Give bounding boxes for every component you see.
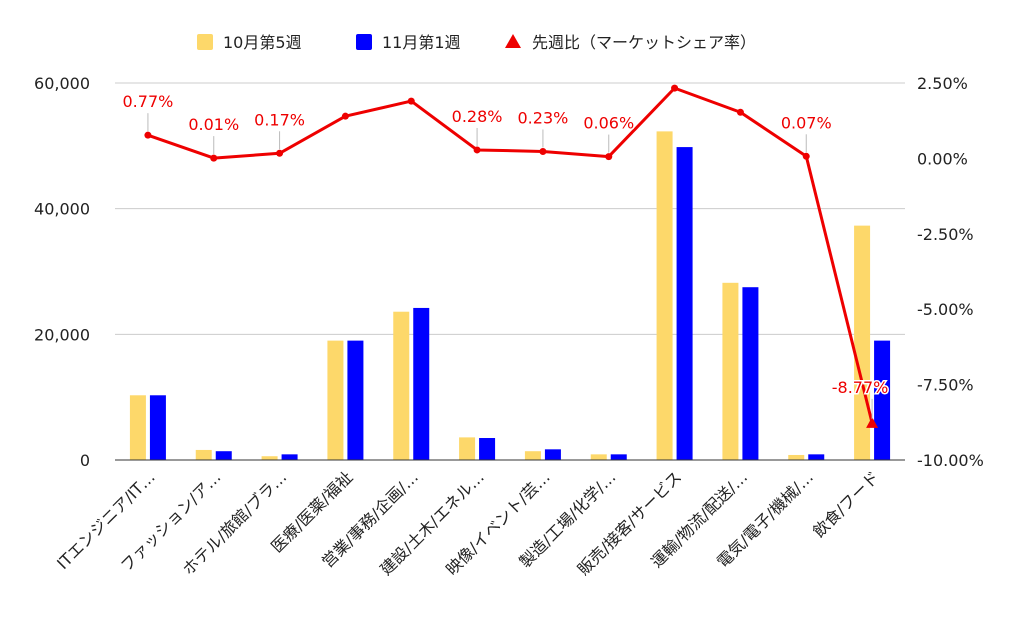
bar-10月第5週-販売/接客/サービス [656, 131, 673, 461]
bar-11月第1週-製造/工場/化学/… [610, 454, 627, 460]
y-left-tick-label: 40,000 [34, 200, 90, 219]
y-right-tick-label: 0.00% [917, 149, 968, 168]
line-point-marker [407, 97, 415, 105]
legend-label-11月第1週: 11月第1週 [382, 33, 461, 52]
line-point-marker [276, 149, 284, 157]
bar-10月第5週-ホテル/旅館/ブラ… [261, 456, 278, 460]
bar-11月第1週-ファッション/ア… [215, 451, 232, 460]
bar-10月第5週-運輸/物流/配送/… [722, 282, 739, 460]
y-right-tick-label: -5.00% [917, 300, 974, 319]
legend-label-10月第5週: 10月第5週 [223, 33, 302, 52]
line-data-label: 0.77% [123, 92, 174, 111]
x-axis: ITエンジニア/IT…ファッション/ア…ホテル/旅館/ブラ…医療/医薬/福祉営業… [53, 459, 905, 579]
bar-10月第5週-飲食/フード [854, 225, 871, 460]
chart-legend: 10月第5週 11月第1週 先週比（マーケットシェア率） [197, 33, 756, 52]
y-right-tick-label: -10.00% [917, 451, 984, 470]
bar-11月第1週-医療/医薬/福祉 [347, 340, 364, 460]
line-path [147, 86, 874, 424]
line-data-label: 0.01% [188, 115, 239, 134]
y-left-tick-label: 0 [80, 451, 90, 470]
y-left-tick-label: 60,000 [34, 74, 90, 93]
bar-11月第1週-電気/電子/機械/… [808, 454, 825, 460]
bar-10月第5週-建設/土木/エネル… [459, 437, 476, 460]
line-point-marker [736, 108, 744, 116]
line-point-marker [866, 416, 879, 428]
gridlines [115, 82, 905, 335]
x-tick-label: 飲食/フード [809, 467, 883, 541]
y-right-tick-label: -7.50% [917, 376, 974, 395]
line-data-label: 0.28% [452, 107, 503, 126]
bar-10月第5週-映像/イベント/芸… [524, 451, 541, 460]
bar-11月第1週-ITエンジニア/IT… [149, 395, 166, 460]
bar-11月第1週-飲食/フード [874, 340, 891, 460]
legend-swatch-11月第1週 [356, 34, 372, 50]
line-point-marker [144, 131, 152, 139]
bar-11月第1週-営業/事務/企画/… [413, 307, 430, 460]
bar-10月第5週-電気/電子/機械/… [788, 454, 805, 460]
line-point-marker [802, 152, 810, 160]
line-data-label: 0.06% [583, 114, 634, 133]
bar-11月第1週-運輸/物流/配送/… [742, 287, 759, 460]
y-right-tick-label: -2.50% [917, 225, 974, 244]
y-left-tick-label: 20,000 [34, 325, 90, 344]
line-data-label: -8.77% [832, 378, 889, 397]
bar-10月第5週-ITエンジニア/IT… [129, 395, 146, 460]
line-data-label: 0.23% [518, 108, 569, 127]
bar-10月第5週-医療/医薬/福祉 [327, 340, 344, 460]
bar-10月第5週-ファッション/ア… [195, 449, 212, 460]
bar-11月第1週-映像/イベント/芸… [544, 449, 561, 460]
line-series: 0.77% 0.01% 0.17% 0.28% 0.23% 0.06% 0.07% -8.77… [121, 84, 890, 428]
line-point-marker [605, 153, 613, 161]
bar-11月第1週-ホテル/旅館/ブラ… [281, 454, 298, 460]
bar-11月第1週-建設/土木/エネル… [479, 438, 496, 460]
legend-swatch-10月第5週 [197, 34, 213, 50]
line-point-marker [473, 146, 481, 154]
line-data-label: 0.17% [254, 110, 305, 129]
y-right-tick-label: 2.50% [917, 74, 968, 93]
line-point-marker [341, 112, 349, 120]
line-data-label: 0.07% [781, 113, 832, 132]
bar-10月第5週-製造/工場/化学/… [590, 454, 607, 460]
legend-marker-triangle-icon [505, 34, 521, 48]
line-point-marker [210, 154, 218, 162]
y-axis-left: 0 20,000 40,000 60,000 [34, 74, 90, 470]
y-axis-right: 2.50% 0.00% -2.50% -5.00% -7.50% -10.00% [917, 74, 984, 470]
line-point-marker [539, 147, 547, 155]
legend-label-先週比: 先週比（マーケットシェア率） [532, 33, 756, 52]
bar-series [129, 131, 891, 461]
line-point-marker [671, 84, 679, 92]
bar-11月第1週-販売/接客/サービス [676, 147, 693, 460]
bar-10月第5週-営業/事務/企画/… [393, 311, 410, 460]
